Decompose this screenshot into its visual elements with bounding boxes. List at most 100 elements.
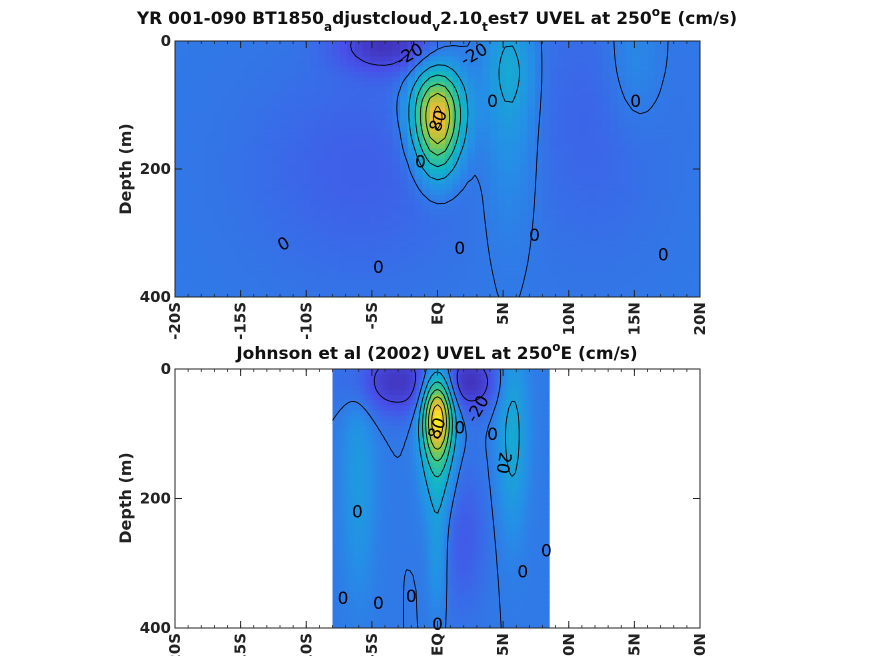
heatmap-cell [655,291,664,297]
heatmap-cell [520,169,529,175]
heatmap-cell [377,225,386,232]
heatmap-cell [565,235,574,242]
heatmap-cell [527,184,536,191]
heatmap-cell [422,92,431,98]
heatmap-cell [422,61,431,68]
heatmap-cell [572,117,581,124]
heatmap-cell [692,266,700,272]
heatmap-cell [310,209,319,216]
heatmap-cell [527,179,536,185]
heatmap-cell [347,410,352,417]
heatmap-cell [505,179,514,185]
heatmap-cell [511,394,516,401]
heatmap-cell [250,204,259,211]
heatmap-cell [265,112,274,119]
heatmap-cell [372,394,377,401]
heatmap-cell [499,415,504,422]
heatmap-cell [453,394,457,401]
heatmap-cell [377,261,386,267]
heatmap-cell [647,41,656,47]
heatmap-cell [295,220,304,226]
heatmap-cell [512,133,521,139]
heatmap-cell [515,369,519,375]
heatmap-cell [250,281,259,288]
heatmap-cell [572,128,581,134]
heatmap-cell [332,66,341,73]
heatmap-cell [317,204,326,211]
heatmap-cell [265,271,274,278]
heatmap-cell [471,451,476,458]
heatmap-cell [670,133,679,139]
heatmap-cell [182,76,191,83]
heatmap-cell [587,220,596,226]
heatmap-cell [655,148,664,155]
heatmap-cell [530,405,535,412]
heatmap-cell [212,189,221,196]
heatmap-cell [610,133,619,139]
heatmap-cell [602,102,611,109]
heatmap-cell [332,286,341,293]
heatmap-cell [490,389,494,396]
heatmap-cell [397,431,402,437]
heatmap-cell [632,71,641,78]
heatmap-cell [227,138,236,144]
heatmap-cell [394,436,399,443]
heatmap-cell [497,81,506,88]
x-tick-label: -10S [297,302,315,340]
heatmap-cell [406,462,411,469]
heatmap-cell [295,138,304,144]
heatmap-cell [587,71,596,78]
heatmap-cell [197,56,206,63]
heatmap-cell [602,281,611,288]
heatmap-cell [338,431,343,437]
heatmap-cell [625,138,634,144]
heatmap-cell [377,281,386,288]
heatmap-cell [443,415,448,422]
heatmap-cell [465,379,470,386]
heatmap-cell [490,286,499,293]
heatmap-cell [295,92,304,98]
heatmap-cell [302,81,311,88]
heatmap-cell [351,405,355,412]
heatmap-cell [419,369,423,375]
heatmap-cell [647,184,656,191]
heatmap-cell [280,281,289,288]
heatmap-cell [257,245,266,252]
heatmap-cell [295,66,304,73]
heatmap-cell [341,457,346,463]
heatmap-cell [482,204,491,211]
heatmap-cell [557,169,566,175]
heatmap-cell [542,209,551,216]
heatmap-cell [497,230,506,237]
heatmap-cell [482,158,491,165]
heatmap-cell [595,128,604,134]
heatmap-cell [355,204,364,211]
heatmap-cell [440,405,445,412]
heatmap-cell [347,128,356,134]
heatmap-cell [535,286,544,293]
heatmap-cell [632,92,641,98]
heatmap-cell [505,384,510,391]
heatmap-cell [347,209,356,216]
heatmap-cell [475,46,484,52]
heatmap-cell [602,266,611,272]
heatmap-cell [542,148,551,155]
heatmap-cell [415,199,424,206]
heatmap-cell [437,71,446,78]
heatmap-cell [533,384,538,391]
heatmap-cell [572,286,581,293]
heatmap-cell [692,281,700,288]
heatmap-cell [437,204,446,211]
heatmap-cell [670,51,679,57]
heatmap-cell [250,266,259,272]
heatmap-cell [363,451,368,458]
heatmap-cell [460,46,469,52]
heatmap-cell [670,76,679,83]
heatmap-cell [190,46,199,52]
heatmap-cell [422,451,426,458]
heatmap-cell [450,451,454,458]
heatmap-cell [425,394,429,401]
heatmap-cell [197,235,206,242]
heatmap-cell [400,184,409,191]
heatmap-cell [272,230,281,237]
